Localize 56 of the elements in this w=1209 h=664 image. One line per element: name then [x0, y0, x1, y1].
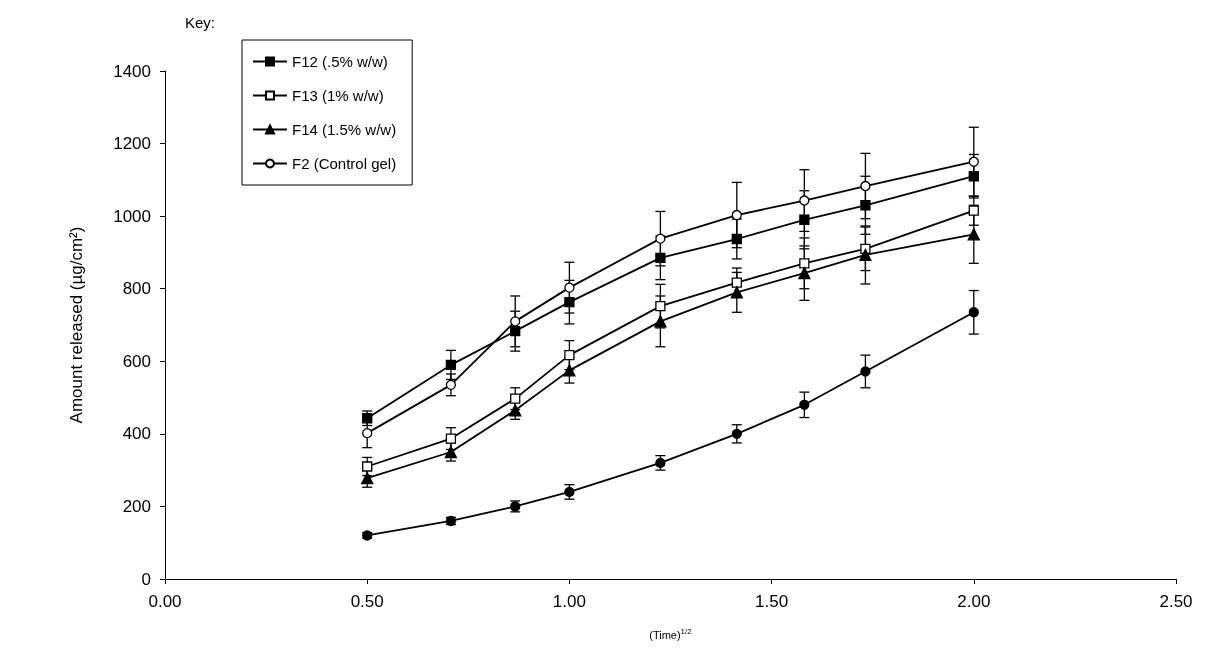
- point: [967, 228, 980, 241]
- point: [564, 282, 575, 293]
- y-tick-label: 600: [122, 351, 151, 371]
- point: [654, 315, 667, 328]
- legend-label: F12 (.5% w/w): [292, 53, 388, 70]
- y-tick-label: 1400: [113, 61, 151, 81]
- point: [968, 205, 979, 216]
- y-tick-label: 1200: [113, 134, 151, 154]
- point: [968, 307, 979, 318]
- point: [445, 433, 457, 444]
- legend-label: F13 (1% w/w): [292, 87, 384, 104]
- x-tick-label: 1.50: [755, 592, 789, 611]
- y-axis-title: Amount released (µg/cm²): [67, 226, 86, 424]
- point: [564, 296, 575, 308]
- point: [799, 214, 810, 225]
- point: [731, 233, 742, 245]
- y-tick-label: 0: [141, 569, 151, 589]
- point: [859, 248, 872, 262]
- point: [563, 364, 576, 377]
- point: [564, 349, 575, 361]
- point: [731, 428, 742, 439]
- point: [968, 156, 979, 167]
- point: [510, 326, 521, 337]
- point: [731, 277, 742, 288]
- point: [655, 233, 666, 244]
- point: [655, 300, 666, 312]
- point: [510, 316, 521, 327]
- point: [798, 266, 811, 280]
- legend-label: F2 (Control gel): [292, 155, 397, 172]
- point: [860, 366, 871, 377]
- point: [731, 209, 742, 221]
- point: [799, 195, 810, 206]
- point: [445, 359, 457, 371]
- point: [362, 427, 373, 439]
- y-tick-label: 400: [122, 424, 151, 444]
- legend-label: F14 (1.5% w/w): [292, 121, 397, 138]
- y-tick-label: 800: [122, 279, 151, 299]
- point: [799, 258, 810, 269]
- x-tick-label: 2.00: [957, 592, 991, 611]
- legend-title: Key:: [185, 14, 216, 31]
- x-tick-label: 0.00: [148, 592, 182, 611]
- point: [445, 379, 457, 391]
- point: [860, 200, 871, 211]
- point: [362, 461, 373, 472]
- x-tick-label: 0.50: [350, 592, 384, 611]
- point: [510, 393, 521, 404]
- point: [799, 399, 810, 410]
- x-tick-label: 1.00: [552, 592, 586, 611]
- y-tick-label: 200: [122, 496, 151, 516]
- point: [860, 180, 871, 192]
- point: [655, 252, 666, 264]
- y-tick-label: 1000: [113, 206, 151, 226]
- x-tick-label: 2.50: [1159, 592, 1193, 611]
- point: [968, 171, 979, 182]
- point: [730, 286, 743, 299]
- point: [509, 404, 522, 417]
